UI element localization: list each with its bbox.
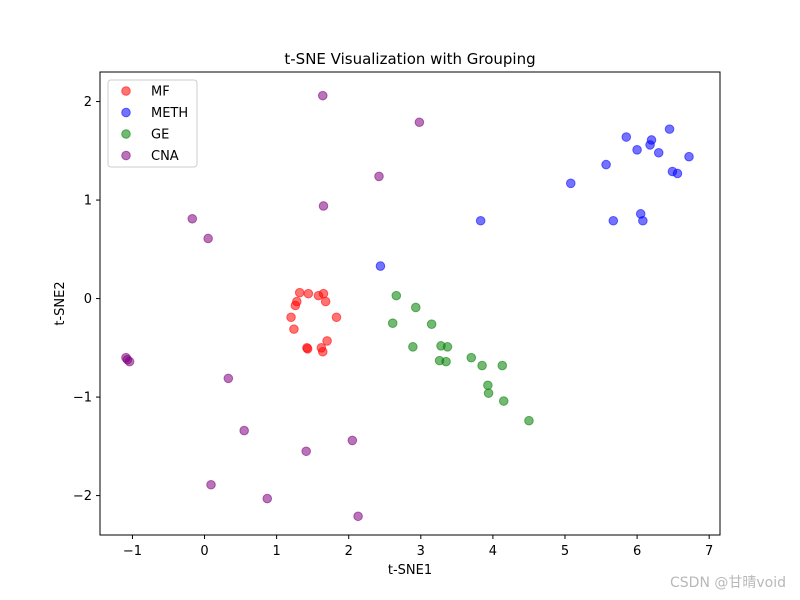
point-ge-13: [483, 388, 494, 398]
point-ge-11: [497, 360, 508, 371]
point-meth-1: [621, 132, 632, 142]
point-ge-10: [477, 360, 487, 371]
point-meth-12: [608, 215, 619, 226]
point-cna-2: [374, 171, 384, 182]
legend-label-meth: METH: [151, 106, 188, 121]
x-tick-label: 3: [417, 544, 425, 559]
point-cna-10: [239, 425, 249, 436]
plot-frame: [99, 71, 721, 536]
point-mf-6: [320, 296, 331, 307]
point-meth-9: [672, 168, 683, 179]
point-cna-0: [317, 90, 328, 101]
point-cna-14: [262, 493, 273, 504]
x-tick-label: 5: [561, 544, 569, 559]
point-meth-7: [601, 159, 611, 170]
point-ge-12: [483, 380, 493, 391]
legend: MF METH GE CNA: [107, 79, 198, 168]
point-meth-13: [638, 215, 648, 226]
y-tick-label: 2: [84, 95, 92, 110]
point-mf-1: [303, 288, 314, 299]
y-axis-title: t-SNE2: [53, 281, 68, 325]
legend-label-ge: GE: [151, 128, 169, 143]
point-mf-7: [286, 312, 296, 323]
point-meth-10: [565, 178, 576, 189]
point-ge-9: [466, 352, 477, 363]
x-tick-label: 6: [633, 544, 641, 559]
point-ge-5: [442, 342, 453, 352]
point-mf-9: [289, 324, 299, 334]
y-tick-label: −1: [73, 391, 92, 406]
point-ge-3: [426, 319, 437, 329]
point-ge-2: [387, 318, 398, 329]
legend-marker-meth: [121, 107, 131, 118]
point-ge-6: [408, 342, 418, 352]
point-ge-1: [410, 302, 421, 313]
x-tick-label: −1: [123, 544, 142, 559]
point-cna-3: [318, 201, 329, 211]
point-ge-15: [524, 415, 534, 426]
legend-marker-cna: [121, 150, 131, 161]
scatter-points: [121, 90, 694, 522]
point-meth-6: [684, 151, 694, 162]
point-cna-15: [353, 511, 363, 522]
legend-marker-mf: [121, 86, 131, 96]
point-meth-0: [664, 124, 675, 134]
legend-label-mf: MF: [151, 85, 170, 100]
point-mf-8: [331, 312, 342, 323]
point-meth-15: [375, 261, 386, 271]
legend-marker-ge: [121, 129, 131, 139]
point-ge-14: [498, 396, 509, 406]
legend-box: [107, 79, 198, 168]
x-axis: −1 0 1 2 3 4 5 6 7: [123, 535, 713, 559]
point-cna-4: [187, 213, 198, 224]
point-mf-14: [317, 346, 328, 357]
legend-label-cna: CNA: [151, 149, 179, 164]
point-meth-14: [475, 215, 486, 226]
x-tick-label: 1: [272, 544, 280, 559]
point-meth-3: [645, 140, 655, 150]
point-cna-13: [206, 479, 216, 490]
point-meth-4: [632, 145, 642, 155]
point-mf-12: [302, 344, 313, 354]
x-axis-title: t-SNE1: [388, 563, 432, 578]
point-mf-5: [290, 300, 301, 311]
point-meth-5: [653, 147, 664, 158]
y-tick-label: 0: [84, 292, 92, 307]
point-mf-0: [294, 287, 305, 298]
y-tick-label: −2: [73, 489, 92, 504]
point-cna-12: [301, 446, 311, 457]
point-cna-5: [203, 233, 213, 244]
y-tick-label: 1: [84, 194, 92, 209]
point-ge-8: [441, 356, 451, 367]
x-tick-label: 4: [489, 544, 497, 559]
point-mf-3: [318, 288, 329, 299]
point-ge-0: [391, 290, 402, 301]
x-tick-label: 7: [705, 544, 713, 559]
point-mf-10: [322, 336, 332, 346]
point-cna-9: [223, 373, 234, 384]
x-tick-label: 2: [345, 544, 353, 559]
chart-title: t-SNE Visualization with Grouping: [284, 50, 535, 68]
y-axis: −2 −1 0 1 2: [73, 95, 100, 504]
point-cna-8: [124, 356, 135, 367]
point-cna-1: [414, 117, 425, 128]
x-tick-label: 0: [200, 544, 208, 559]
point-cna-11: [347, 435, 358, 446]
watermark: CSDN @甘晴void: [670, 575, 786, 591]
